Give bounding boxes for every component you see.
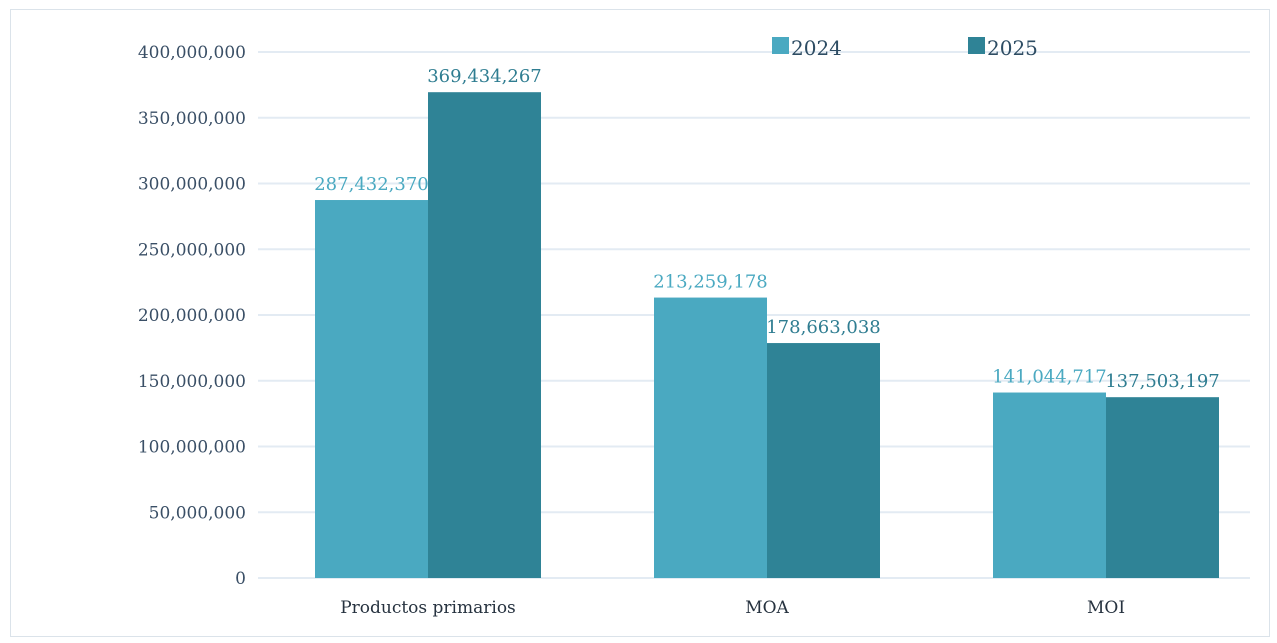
x-category-label: MOI: [1087, 598, 1125, 618]
y-tick-label: 150,000,000: [138, 372, 246, 392]
bars: [315, 92, 1219, 578]
y-tick-label: 50,000,000: [149, 503, 246, 523]
bar-2024-2: [993, 392, 1106, 578]
bar-2025-2: [1106, 397, 1219, 578]
x-category-label: Productos primarios: [340, 598, 516, 618]
data-label: 369,434,267: [427, 66, 542, 87]
data-labels: 287,432,370 369,434,267 213,259,178 178,663…: [314, 66, 1220, 392]
y-tick-label: 350,000,000: [138, 109, 246, 129]
data-label: 213,259,178: [653, 272, 768, 293]
legend-swatch: [772, 37, 789, 54]
bar-2024-1: [654, 297, 767, 578]
data-label: 141,044,717: [992, 367, 1107, 388]
y-tick-label: 400,000,000: [138, 43, 246, 63]
legend: 2024 2025: [772, 36, 1038, 60]
x-category-label: MOA: [745, 598, 789, 618]
bar-2025-0: [428, 92, 541, 578]
bar-2025-1: [767, 343, 880, 578]
y-tick-label: 300,000,000: [138, 175, 246, 195]
y-tick-label: 250,000,000: [138, 240, 246, 260]
legend-swatch: [968, 37, 985, 54]
legend-label: 2025: [987, 36, 1038, 60]
x-axis-category-labels: Productos primarios MOA MOI: [340, 598, 1125, 618]
y-tick-label: 200,000,000: [138, 306, 246, 326]
y-axis-tick-labels: 0 50,000,000 100,000,000 150,000,000 200,000…: [138, 43, 246, 589]
data-label: 287,432,370: [314, 174, 429, 195]
data-label: 137,503,197: [1105, 371, 1220, 392]
y-tick-label: 0: [235, 569, 246, 589]
bar-2024-0: [315, 200, 428, 578]
legend-label: 2024: [791, 36, 842, 60]
data-label: 178,663,038: [766, 317, 881, 338]
y-tick-label: 100,000,000: [138, 438, 246, 458]
